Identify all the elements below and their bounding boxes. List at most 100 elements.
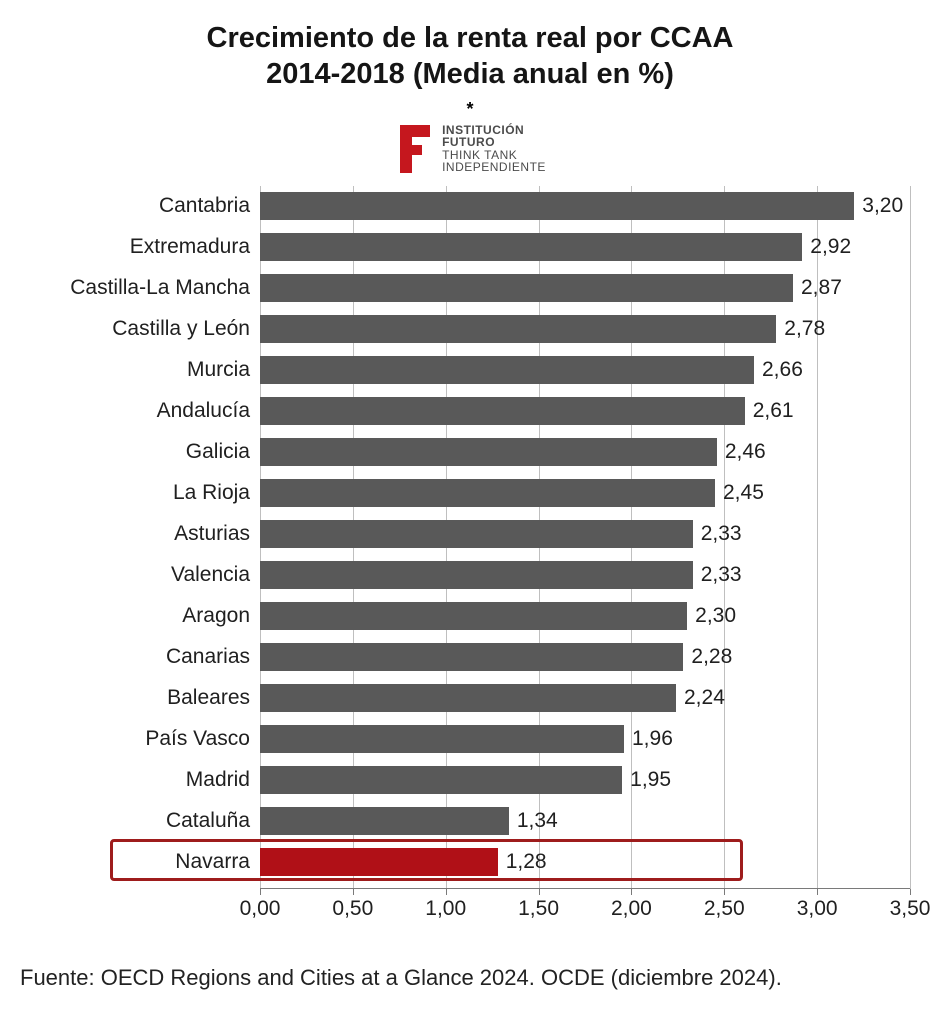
asterisk-mark: * — [20, 99, 920, 120]
value-label: 2,45 — [723, 481, 764, 505]
bar — [260, 725, 624, 753]
value-label: 1,28 — [506, 850, 547, 874]
bar-row: Andalucía 2,61 — [30, 397, 910, 425]
bar-cell: 2,33 — [260, 561, 910, 589]
category-label: Extremadura — [30, 235, 260, 259]
logo: INSTITUCIÓNFUTUROTHINK TANKINDEPENDIENTE — [20, 124, 920, 174]
value-label: 2,46 — [725, 440, 766, 464]
bar — [260, 807, 509, 835]
value-label: 2,87 — [801, 276, 842, 300]
category-label: Murcia — [30, 358, 260, 382]
bar — [260, 643, 683, 671]
bar-cell: 2,33 — [260, 520, 910, 548]
bar-row: Canarias 2,28 — [30, 643, 910, 671]
value-label: 2,61 — [753, 399, 794, 423]
bar-cell: 1,95 — [260, 766, 910, 794]
x-tick-label: 1,50 — [518, 897, 559, 921]
x-tick — [260, 889, 261, 895]
value-label: 1,34 — [517, 809, 558, 833]
category-label: Castilla y León — [30, 317, 260, 341]
bar — [260, 684, 676, 712]
bar-cell: 2,45 — [260, 479, 910, 507]
bar-row: Asturias 2,33 — [30, 520, 910, 548]
x-tick — [631, 889, 632, 895]
value-label: 2,33 — [701, 522, 742, 546]
bar-row: Castilla y León 2,78 — [30, 315, 910, 343]
x-tick — [353, 889, 354, 895]
bar-cell: 2,92 — [260, 233, 910, 261]
logo-text-line: INDEPENDIENTE — [442, 161, 546, 174]
category-label: Asturias — [30, 522, 260, 546]
category-label: Madrid — [30, 768, 260, 792]
bar-cell: 2,78 — [260, 315, 910, 343]
logo-text: INSTITUCIÓNFUTUROTHINK TANKINDEPENDIENTE — [442, 124, 546, 174]
category-label: Cantabria — [30, 194, 260, 218]
x-tick-label: 3,00 — [797, 897, 838, 921]
x-tick — [910, 889, 911, 895]
value-label: 2,78 — [784, 317, 825, 341]
bar-row: Castilla-La Mancha 2,87 — [30, 274, 910, 302]
bar — [260, 479, 715, 507]
bar-cell: 1,34 — [260, 807, 910, 835]
x-tick-label: 2,50 — [704, 897, 745, 921]
bar — [260, 848, 498, 876]
value-label: 1,96 — [632, 727, 673, 751]
bar-row: Madrid 1,95 — [30, 766, 910, 794]
bar-cell: 2,30 — [260, 602, 910, 630]
x-tick — [446, 889, 447, 895]
source-caption: Fuente: OECD Regions and Cities at a Gla… — [20, 965, 920, 991]
category-label: La Rioja — [30, 481, 260, 505]
bar-cell: 2,24 — [260, 684, 910, 712]
value-label: 1,95 — [630, 768, 671, 792]
category-label: Navarra — [30, 850, 260, 874]
category-label: Galicia — [30, 440, 260, 464]
bar-row: Galicia 2,46 — [30, 438, 910, 466]
category-label: Canarias — [30, 645, 260, 669]
x-tick-label: 3,50 — [890, 897, 931, 921]
category-label: Aragon — [30, 604, 260, 628]
x-tick — [817, 889, 818, 895]
bar-row: La Rioja 2,45 — [30, 479, 910, 507]
value-label: 2,24 — [684, 686, 725, 710]
bar-cell: 2,46 — [260, 438, 910, 466]
bar — [260, 766, 622, 794]
chart-title: Crecimiento de la renta real por CCAA 20… — [20, 20, 920, 93]
bar-cell: 2,61 — [260, 397, 910, 425]
logo-text-line: FUTURO — [442, 136, 546, 149]
x-tick-label: 1,00 — [425, 897, 466, 921]
bar — [260, 438, 717, 466]
category-label: Castilla-La Mancha — [30, 276, 260, 300]
bar-row: País Vasco 1,96 — [30, 725, 910, 753]
x-tick — [539, 889, 540, 895]
value-label: 2,66 — [762, 358, 803, 382]
value-label: 3,20 — [862, 194, 903, 218]
bar-row: Cantabria 3,20 — [30, 192, 910, 220]
bar — [260, 233, 802, 261]
bar-row: Cataluña 1,34 — [30, 807, 910, 835]
bar — [260, 561, 693, 589]
x-tick — [724, 889, 725, 895]
chart-title-line1: Crecimiento de la renta real por CCAA — [20, 20, 920, 56]
category-label: Baleares — [30, 686, 260, 710]
category-label: País Vasco — [30, 727, 260, 751]
bar — [260, 192, 854, 220]
bar-cell: 2,66 — [260, 356, 910, 384]
value-label: 2,92 — [810, 235, 851, 259]
bar-cell: 2,87 — [260, 274, 910, 302]
x-tick-label: 0,00 — [240, 897, 281, 921]
value-label: 2,33 — [701, 563, 742, 587]
bar — [260, 602, 687, 630]
bar — [260, 315, 776, 343]
x-tick-label: 2,00 — [611, 897, 652, 921]
bar-row: Aragon2,30 — [30, 602, 910, 630]
category-label: Andalucía — [30, 399, 260, 423]
category-label: Cataluña — [30, 809, 260, 833]
bar-row: Valencia2,33 — [30, 561, 910, 589]
x-tick-label: 0,50 — [332, 897, 373, 921]
value-label: 2,28 — [691, 645, 732, 669]
bar — [260, 520, 693, 548]
bar — [260, 397, 745, 425]
bar-chart: Cantabria 3,20 Extremadura 2,92 Castilla-La … — [30, 186, 910, 923]
bar-cell: 2,28 — [260, 643, 910, 671]
bar — [260, 356, 754, 384]
